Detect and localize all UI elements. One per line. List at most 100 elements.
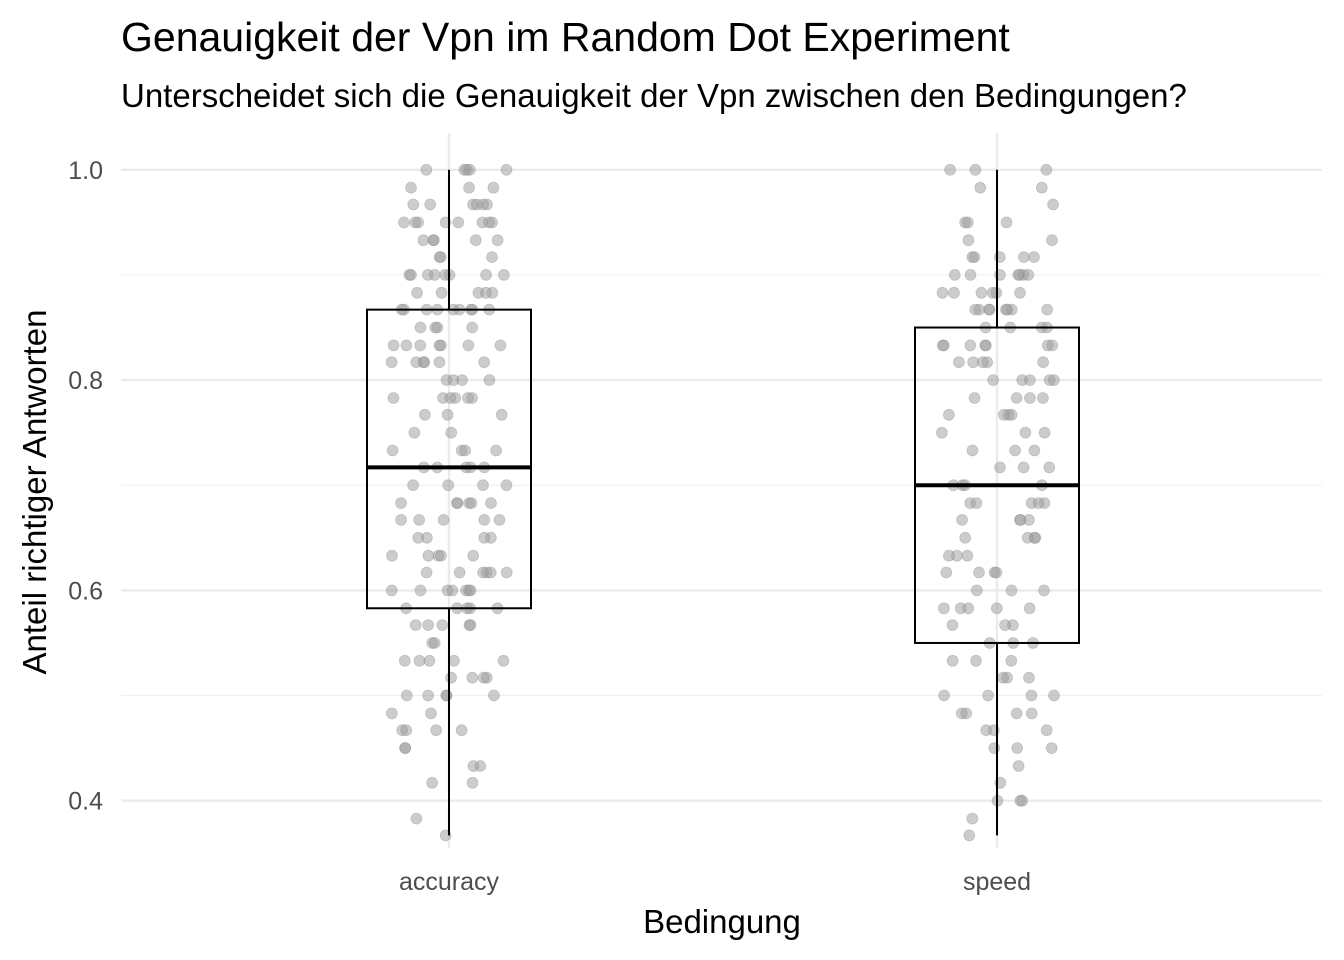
box-speed <box>914 169 1080 836</box>
data-point <box>497 654 510 667</box>
data-point <box>962 216 974 229</box>
x-tick-label: accuracy <box>399 868 500 896</box>
data-point <box>428 268 441 281</box>
data-point <box>411 286 424 299</box>
data-point <box>467 549 480 562</box>
data-point <box>436 619 449 631</box>
data-point <box>1005 654 1018 667</box>
data-point <box>387 339 400 352</box>
data-point <box>1010 707 1023 720</box>
data-point <box>1032 497 1045 510</box>
data-point <box>480 268 493 281</box>
box-rect <box>366 308 532 610</box>
y-tick-label: 1.0 <box>68 157 103 185</box>
data-point <box>463 163 476 176</box>
data-point <box>1014 286 1026 299</box>
y-tick-label: 0.4 <box>68 788 103 816</box>
data-point <box>463 584 475 597</box>
data-point <box>964 268 977 281</box>
data-point <box>1018 251 1030 264</box>
data-point <box>444 392 457 404</box>
data-point <box>1016 794 1029 807</box>
data-point <box>451 497 464 510</box>
data-point <box>462 339 475 352</box>
data-point <box>944 163 956 176</box>
data-point <box>1037 356 1050 369</box>
data-point <box>410 812 423 825</box>
data-point <box>398 654 411 667</box>
data-point <box>435 286 448 299</box>
data-point <box>963 829 976 842</box>
data-point <box>970 584 983 597</box>
data-point <box>465 497 478 510</box>
data-point <box>395 514 408 526</box>
data-point <box>434 251 447 264</box>
box-accuracy <box>366 169 532 836</box>
data-point <box>399 742 412 754</box>
data-point <box>1038 584 1050 597</box>
data-point <box>1038 426 1051 439</box>
data-point <box>1048 374 1060 387</box>
data-point <box>397 216 410 229</box>
y-tick-label: 0.8 <box>68 367 103 395</box>
data-point <box>975 286 988 299</box>
data-point <box>455 724 468 737</box>
data-point <box>1025 707 1038 720</box>
data-point <box>993 251 1006 264</box>
chart-title: Genauigkeit der Vpn im Random Dot Experi… <box>121 14 1010 60</box>
data-point <box>982 689 994 702</box>
data-point <box>988 742 1001 754</box>
data-point <box>956 514 968 526</box>
data-point <box>387 392 400 404</box>
data-point <box>1024 374 1036 387</box>
data-point <box>417 234 430 247</box>
data-point <box>466 321 479 334</box>
data-point <box>426 776 439 789</box>
data-point <box>1005 584 1018 597</box>
data-point <box>1009 444 1021 457</box>
data-point <box>964 339 977 352</box>
data-point <box>970 497 983 510</box>
data-point <box>430 724 443 737</box>
data-point <box>946 654 959 667</box>
data-point <box>1000 216 1013 229</box>
grid-lines <box>121 133 1322 848</box>
data-point <box>497 268 510 281</box>
data-point <box>385 356 398 369</box>
data-point <box>961 549 974 562</box>
data-point <box>969 303 982 316</box>
data-point <box>462 392 474 404</box>
y-axis-ticks: 0.4 0.6 0.8 1.0 <box>68 157 103 816</box>
data-point <box>970 654 982 667</box>
data-point <box>464 619 477 631</box>
data-point <box>477 671 490 684</box>
data-point <box>424 198 437 211</box>
data-point <box>466 671 479 684</box>
data-point <box>483 374 496 387</box>
data-point <box>428 637 441 649</box>
data-point <box>434 549 447 562</box>
data-point <box>1046 339 1059 352</box>
data-point <box>486 251 498 264</box>
data-point <box>485 497 497 510</box>
data-point <box>968 392 981 404</box>
data-point <box>414 584 427 597</box>
data-point <box>999 619 1011 631</box>
data-point <box>400 339 413 352</box>
data-point <box>423 654 436 667</box>
data-point <box>1048 689 1060 702</box>
data-point <box>1041 303 1054 316</box>
data-point <box>418 408 431 421</box>
data-point <box>441 584 454 597</box>
data-point <box>440 689 453 702</box>
data-point <box>946 619 959 631</box>
data-point <box>967 356 980 369</box>
data-point <box>463 181 476 194</box>
data-point <box>1021 531 1034 544</box>
data-point <box>994 461 1006 474</box>
data-point <box>1010 392 1023 404</box>
data-point <box>500 479 513 492</box>
data-point <box>962 602 975 615</box>
data-point <box>453 566 466 579</box>
data-point <box>412 531 425 544</box>
